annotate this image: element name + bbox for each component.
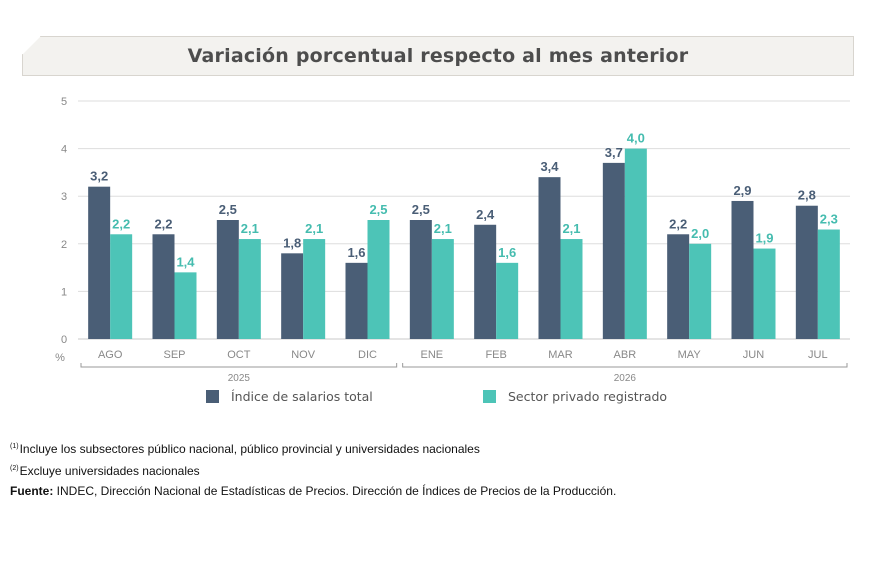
source-label: Fuente:	[10, 484, 54, 498]
legend-item-salarios: Índice de salarios total	[206, 389, 373, 404]
year-bracket	[402, 363, 848, 368]
data-label-salarios: 2,2	[154, 216, 172, 231]
legend: Índice de salarios total Sector privado …	[0, 389, 870, 409]
year-label: 2025	[228, 373, 251, 384]
y-tick-label: 0	[61, 334, 67, 346]
legend-item-privado: Sector privado registrado	[483, 389, 667, 404]
y-tick-label: 2	[61, 239, 67, 251]
legend-swatch-salarios	[206, 390, 219, 403]
x-tick-label: DIC	[358, 349, 377, 361]
bar-salarios	[152, 234, 175, 339]
bar-salarios	[538, 177, 561, 339]
data-label-salarios: 2,2	[669, 216, 687, 231]
data-label-salarios: 2,5	[412, 202, 430, 217]
bar-privado	[496, 262, 519, 339]
y-tick-label: 4	[61, 144, 67, 156]
footnotes: (1)Incluye los subsectores público nacio…	[10, 437, 616, 501]
data-label-privado: 2,1	[434, 221, 452, 236]
data-label-salarios: 3,4	[540, 159, 559, 174]
bar-privado	[110, 234, 133, 339]
footnote-text: Excluye universidades nacionales	[19, 464, 200, 478]
y-tick-label: 3	[61, 191, 67, 203]
bar-privado	[560, 239, 583, 339]
bar-chart: 0 1 2 3 4 5% 3,2 2,2 AGO 2,2 1,4 SEP 2,5 2,1 OCT 1,8 2,1…	[55, 96, 850, 384]
data-label-privado: 1,4	[176, 254, 195, 269]
x-tick-label: FEB	[485, 349, 506, 361]
x-tick-label: ENE	[421, 349, 444, 361]
bar-privado	[689, 243, 712, 339]
bar-salarios	[281, 253, 304, 339]
x-tick-label: JUL	[808, 349, 828, 361]
bar-privado	[624, 148, 647, 339]
bar-privado	[753, 248, 776, 339]
data-label-privado: 2,1	[305, 221, 323, 236]
data-label-salarios: 1,8	[283, 235, 301, 250]
bar-salarios	[731, 200, 754, 339]
bar-privado	[174, 272, 197, 339]
x-tick-label: OCT	[227, 349, 251, 361]
footnote-mark: (2)	[10, 465, 19, 472]
x-tick-label: MAY	[678, 349, 702, 361]
bar-salarios	[795, 205, 818, 339]
footnote-2: (2)Excluye universidades nacionales	[10, 459, 616, 481]
bar-privado	[303, 239, 326, 339]
legend-label-privado: Sector privado registrado	[508, 389, 668, 404]
data-label-privado: 4,0	[627, 131, 645, 146]
legend-label-salarios: Índice de salarios total	[231, 389, 373, 404]
chart-title: Variación porcentual respecto al mes ant…	[187, 45, 689, 67]
bar-salarios	[602, 162, 625, 339]
data-label-privado: 2,5	[369, 202, 387, 217]
data-label-privado: 2,1	[562, 221, 580, 236]
data-label-privado: 1,6	[498, 245, 516, 260]
x-tick-label: NOV	[291, 349, 316, 361]
x-tick-label: AGO	[98, 349, 123, 361]
data-label-salarios: 1,6	[347, 245, 365, 260]
footnote-mark: (1)	[10, 443, 19, 450]
x-tick-label: SEP	[163, 349, 185, 361]
year-label: 2026	[614, 373, 637, 384]
data-label-privado: 2,0	[691, 226, 709, 241]
data-label-salarios: 2,9	[733, 183, 751, 198]
data-label-salarios: 2,5	[219, 202, 237, 217]
bar-salarios	[667, 234, 690, 339]
bar-salarios	[345, 262, 368, 339]
x-tick-label: ABR	[614, 349, 637, 361]
bar-privado	[367, 220, 390, 339]
data-label-salarios: 2,8	[798, 188, 816, 203]
bar-privado	[817, 229, 840, 339]
data-label-salarios: 3,2	[90, 169, 108, 184]
year-bracket	[80, 363, 398, 368]
x-tick-label: MAR	[548, 349, 573, 361]
bar-privado	[238, 239, 261, 339]
source-line: Fuente: INDEC, Dirección Nacional de Est…	[10, 481, 616, 501]
title-box: Variación porcentual respecto al mes ant…	[22, 36, 854, 76]
data-label-privado: 1,9	[755, 231, 773, 246]
footnote-text: Incluye los subsectores público nacional…	[19, 442, 480, 456]
data-label-privado: 2,3	[820, 212, 838, 227]
bar-salarios	[409, 220, 432, 339]
footnote-1: (1)Incluye los subsectores público nacio…	[10, 437, 616, 459]
y-tick-label: 1	[61, 286, 67, 298]
bar-salarios	[474, 224, 497, 339]
x-tick-label: JUN	[743, 349, 764, 361]
source-text: INDEC, Dirección Nacional de Estadística…	[53, 484, 617, 498]
data-label-salarios: 3,7	[605, 145, 623, 160]
y-unit-label: %	[55, 352, 65, 364]
bar-salarios	[88, 186, 111, 339]
data-label-privado: 2,2	[112, 216, 130, 231]
bar-salarios	[216, 220, 239, 339]
bar-privado	[431, 239, 454, 339]
y-tick-label: 5	[61, 96, 67, 108]
data-label-salarios: 2,4	[476, 207, 495, 222]
data-label-privado: 2,1	[241, 221, 259, 236]
legend-swatch-privado	[483, 390, 496, 403]
